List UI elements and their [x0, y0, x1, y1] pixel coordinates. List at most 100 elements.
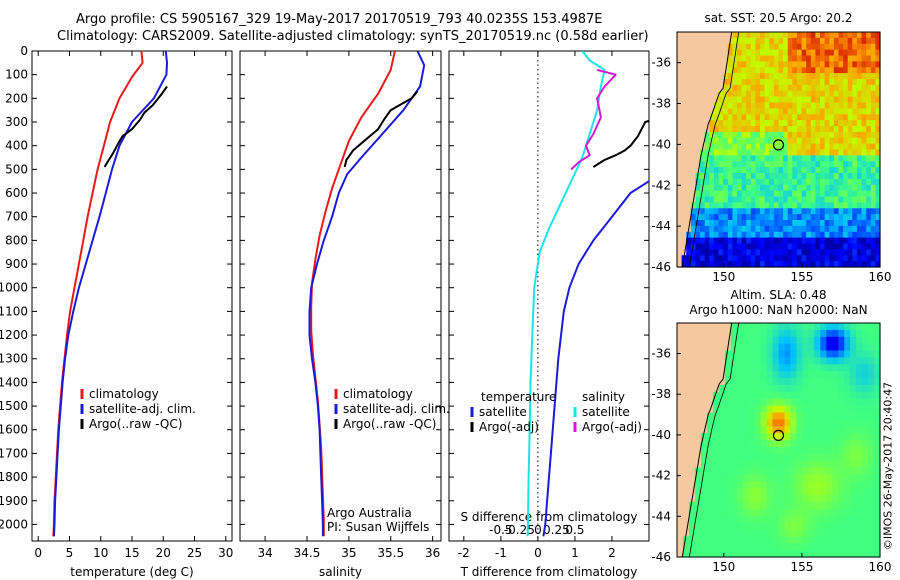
- sst-map-cell: [861, 108, 867, 115]
- sst-map-cell: [709, 37, 715, 45]
- sst-map-cell: [838, 261, 844, 268]
- sst-map-cell: [713, 220, 720, 227]
- sst-map-cell: [838, 255, 844, 262]
- sst-map-cell: [769, 108, 775, 115]
- sla-map-cell: [700, 474, 708, 482]
- sst-map-cell: [875, 243, 881, 250]
- sla-map-cell: [796, 440, 803, 448]
- sst-map-cell: [681, 220, 687, 227]
- sst-map-cell: [732, 37, 738, 45]
- sla-map-cell: [742, 426, 750, 434]
- sst-map-cell: [797, 96, 803, 104]
- sst-map-cell: [778, 49, 784, 57]
- sst-map-cell: [764, 73, 770, 80]
- sla-map-cell: [742, 467, 750, 475]
- sla-map-cell: [677, 336, 684, 345]
- sst-map-cell: [686, 231, 692, 239]
- sla-map-cell: [718, 508, 726, 517]
- sla-map-cell: [826, 543, 833, 551]
- sst-map-cell: [833, 114, 840, 121]
- sla-map-cell: [748, 501, 756, 510]
- depth-tick-label: 1600: [0, 423, 28, 437]
- sla-map-cell: [856, 515, 863, 524]
- sla-map-cell: [748, 508, 756, 517]
- sst-map-cell: [843, 49, 849, 57]
- sla-map-cell: [820, 529, 827, 537]
- sla-map-cell: [706, 550, 714, 558]
- sst-map-cell: [797, 249, 803, 256]
- sst-map-cell: [737, 90, 743, 98]
- sla-map-cell: [790, 378, 797, 386]
- sst-map-cell: [829, 90, 835, 98]
- sst-map-cell: [806, 178, 812, 186]
- sst-map-cell: [838, 249, 844, 256]
- sst-map-cell: [792, 126, 798, 133]
- sla-map-cell: [850, 329, 857, 338]
- sst-map-cell: [778, 243, 784, 250]
- sst-map-cell: [838, 90, 844, 98]
- sst-map-cell: [746, 184, 752, 192]
- sst-map-cell: [870, 149, 876, 156]
- sst-map-cell: [838, 237, 844, 245]
- sst-map-cell: [764, 149, 770, 156]
- sst-map-cell: [843, 79, 849, 86]
- sla-map-xtick-label: 150: [712, 560, 735, 574]
- sst-map-cell: [824, 231, 830, 239]
- sst-map-cell: [695, 261, 701, 268]
- sst-map-cell: [750, 249, 756, 256]
- sla-map-cell: [694, 384, 702, 393]
- sla-map-cell: [856, 364, 863, 372]
- sst-map-cell: [838, 161, 844, 168]
- sst-map-cell: [870, 126, 876, 133]
- sst-map-cell: [870, 137, 876, 145]
- sla-map-cell: [820, 508, 827, 517]
- sla-map-cell: [754, 371, 762, 379]
- sla-map-cell: [826, 515, 833, 524]
- sst-map-cell: [801, 249, 807, 256]
- sla-map-cell: [772, 329, 780, 338]
- sst-map-cell: [718, 55, 724, 62]
- sst-map-cell: [783, 120, 789, 127]
- sla-map-cell: [778, 336, 786, 345]
- sla-map-cell: [820, 343, 827, 352]
- sla-map-cell: [862, 515, 869, 524]
- sst-map-cell: [820, 32, 826, 39]
- sst-map-cell: [746, 208, 752, 215]
- sst-map-cell: [718, 184, 724, 192]
- sla-map-cell: [700, 398, 708, 407]
- sst-map-cell: [870, 102, 876, 109]
- sla-map-cell: [683, 446, 690, 455]
- sla-map-cell: [706, 336, 714, 345]
- sst-map-cell: [737, 126, 743, 133]
- sst-map-cell: [856, 190, 863, 198]
- sst-map-cell: [686, 114, 692, 121]
- sla-map-cell: [868, 529, 875, 537]
- sst-map-cell: [787, 37, 793, 45]
- sst-map-cell: [769, 55, 775, 62]
- sst-map-cell: [797, 84, 803, 92]
- sst-map-cell: [764, 243, 770, 250]
- sst-map-cell: [704, 161, 710, 168]
- sst-map-cell: [755, 231, 761, 239]
- sst-map-cell: [815, 131, 821, 139]
- sst-map-cell: [741, 196, 747, 203]
- sst-map-cell: [783, 173, 789, 180]
- sla-map-cell: [694, 419, 702, 427]
- sst-map-cell: [824, 37, 830, 45]
- sla-map-cell: [850, 522, 857, 531]
- sst-map-cell: [746, 84, 752, 92]
- sla-map-cell: [736, 446, 744, 455]
- sla-map-cell: [844, 343, 851, 352]
- sst-map-cell: [737, 149, 743, 156]
- sst-map-cell: [792, 114, 798, 121]
- sst-map-cell: [681, 149, 687, 156]
- sst-map-cell: [773, 84, 780, 92]
- sla-map-cell: [712, 453, 720, 462]
- sla-map-cell: [688, 440, 696, 448]
- difference-xtick-label: -1: [495, 546, 507, 560]
- sst-map-cell: [737, 190, 743, 198]
- sla-map-cell: [856, 536, 863, 544]
- sla-map-cell: [784, 522, 792, 531]
- sst-map-cell: [866, 108, 872, 115]
- sla-map-cell: [796, 501, 803, 510]
